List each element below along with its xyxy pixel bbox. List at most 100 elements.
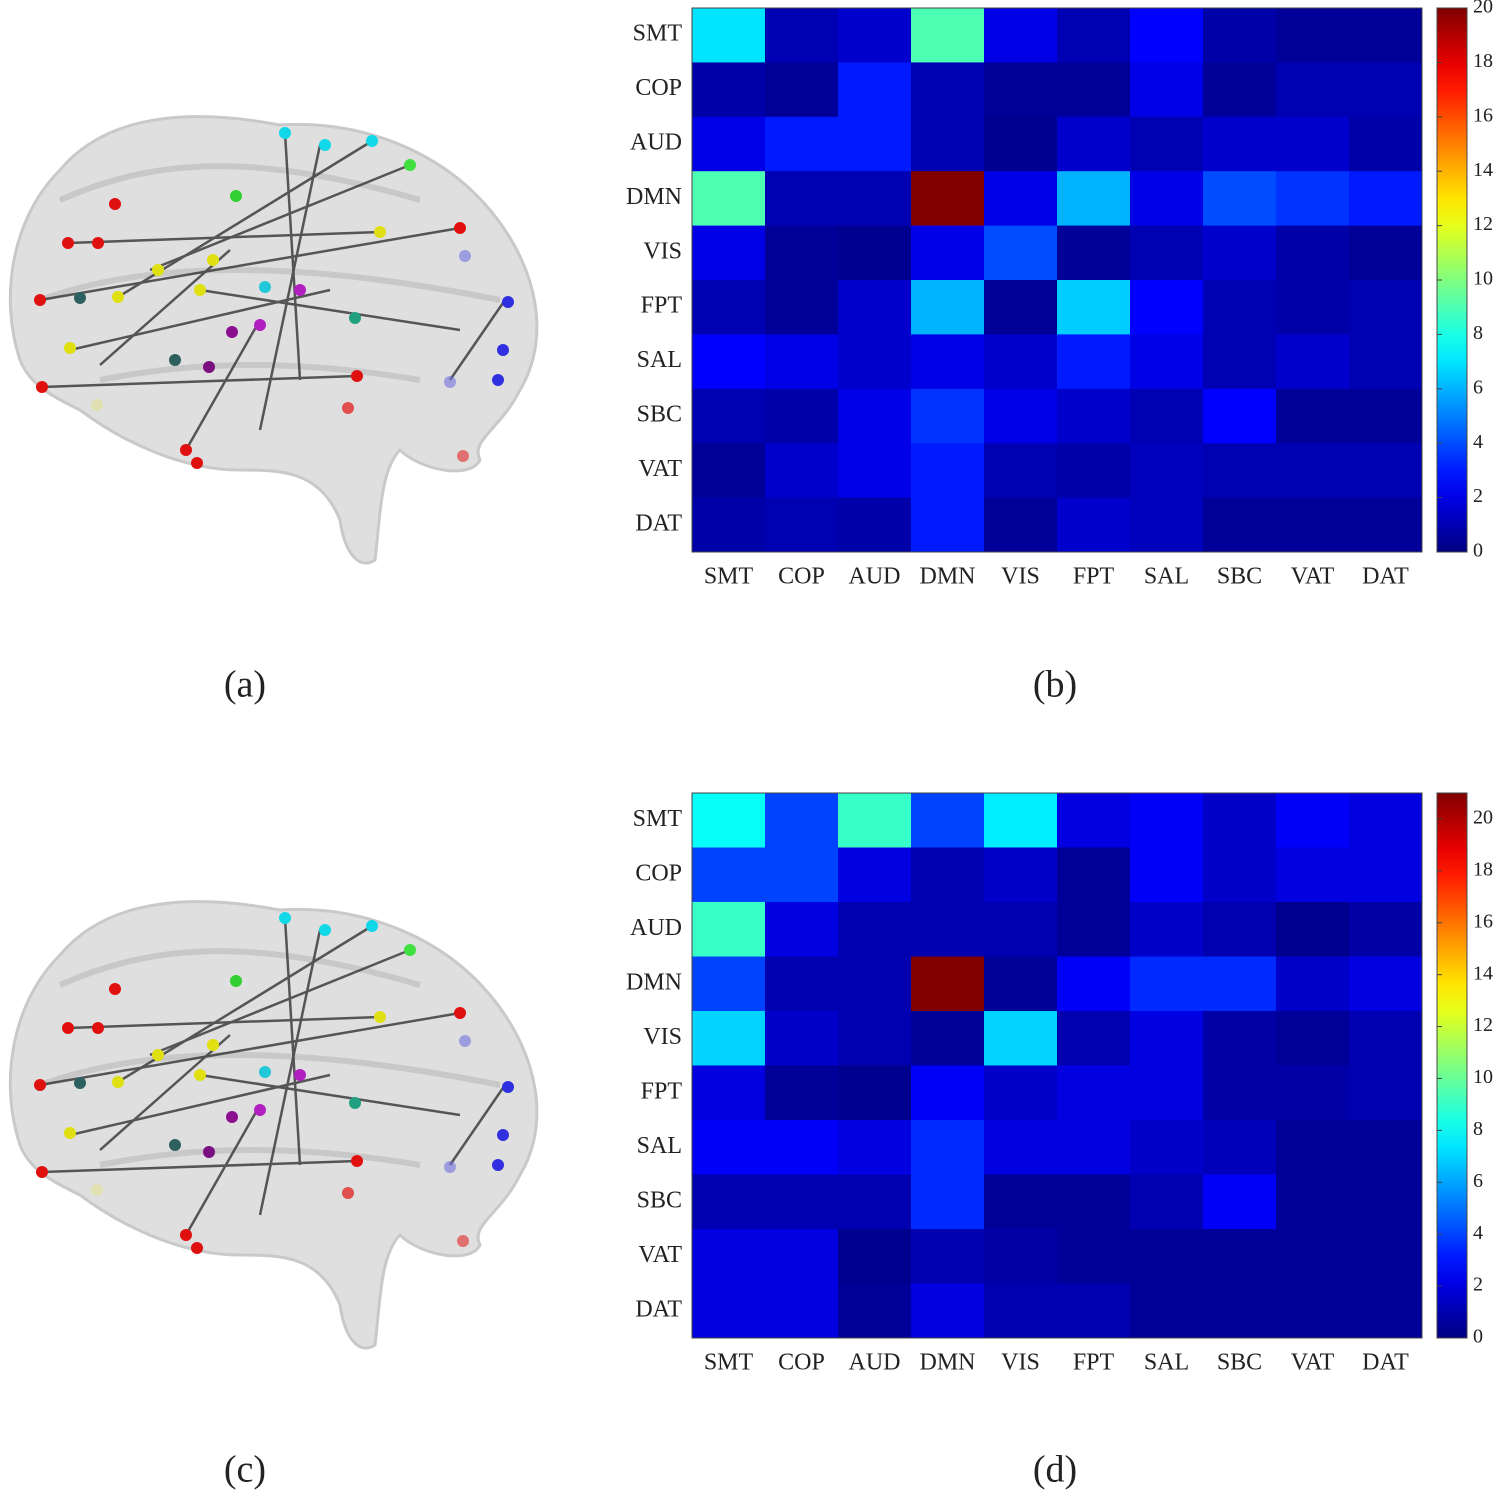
heatmap-cell [1057, 1283, 1131, 1339]
heatmap-cell [1276, 1065, 1350, 1121]
colorbar-tick-label: 20 [1473, 807, 1493, 829]
heatmap-cell [765, 902, 839, 957]
heatmap-cell [1057, 956, 1131, 1012]
heatmap-cell [1276, 1011, 1350, 1066]
x-tick-label: SAL [1144, 564, 1189, 590]
heatmap-cell [1349, 902, 1423, 957]
heatmap-cell [1349, 1283, 1423, 1339]
heatmap-cell [692, 388, 766, 444]
heatmap-cell [765, 8, 839, 63]
y-tick-label: AUD [630, 915, 682, 941]
heatmap-cell [1276, 8, 1350, 63]
heatmap-cell [1349, 171, 1423, 227]
heatmap-cell [765, 62, 839, 118]
heatmap-cell [1276, 847, 1350, 903]
heatmap-cell [1276, 388, 1350, 444]
heatmap-cell [1276, 1174, 1350, 1230]
heatmap-cell [765, 280, 839, 335]
x-tick-label: SAL [1144, 1350, 1189, 1376]
colorbar-tick-label: 6 [1473, 376, 1483, 398]
heatmap-cell [911, 956, 985, 1012]
heatmap-cell [1349, 956, 1423, 1012]
heatmap-cell [765, 793, 839, 848]
x-tick-label: AUD [849, 1350, 901, 1376]
heatmap-cell [1057, 497, 1131, 553]
heatmap-cell [1203, 956, 1277, 1012]
heatmap-cell [1276, 116, 1350, 172]
heatmap-cell [765, 1174, 839, 1230]
heatmap-cell [1057, 116, 1131, 172]
heatmap-cell [1203, 171, 1277, 227]
heatmap-cell [765, 1011, 839, 1066]
heatmap-cell [765, 334, 839, 390]
heatmap-cell [1203, 334, 1277, 390]
colorbar-tick-label: 6 [1473, 1170, 1483, 1192]
x-tick-label: DMN [919, 564, 975, 590]
heatmap-cell [1203, 1283, 1277, 1339]
heatmap-cell [692, 1065, 766, 1121]
heatmap-cell [1203, 1174, 1277, 1230]
heatmap-cell [1349, 443, 1423, 499]
heatmap-cell [984, 62, 1058, 118]
heatmap-cell [1057, 1065, 1131, 1121]
heatmap-cell [838, 793, 912, 848]
heatmap-cell [838, 388, 912, 444]
x-tick-label: COP [778, 564, 825, 590]
heatmap-cell [1057, 334, 1131, 390]
heatmap-cell [1203, 497, 1277, 553]
heatmap-cell [1130, 902, 1204, 957]
heatmap-cell [1276, 225, 1350, 281]
heatmap-cell [984, 1120, 1058, 1175]
colorbar-tick-label: 18 [1473, 858, 1493, 880]
heatmap-cell [984, 793, 1058, 848]
heatmap-cell [984, 902, 1058, 957]
heatmap-cell [984, 280, 1058, 335]
heatmap-cell [1130, 1174, 1204, 1230]
heatmap-cell [692, 334, 766, 390]
heatmap-cell [1349, 1120, 1423, 1175]
x-tick-label: VIS [1001, 564, 1040, 590]
heatmap-cell [838, 62, 912, 118]
heatmap-cell [838, 1174, 912, 1230]
heatmap-cell [1203, 225, 1277, 281]
heatmap-cell [838, 1283, 912, 1339]
heatmap-cell [1057, 793, 1131, 848]
heatmap-cell [838, 116, 912, 172]
heatmap-cell [692, 443, 766, 499]
heatmap-cell [984, 443, 1058, 499]
heatmap-cell [1057, 1174, 1131, 1230]
y-tick-label: COP [635, 75, 682, 101]
heatmap-cell [911, 902, 985, 957]
heatmap-cell [984, 956, 1058, 1012]
heatmap-cell [1203, 443, 1277, 499]
heatmap-cell [984, 334, 1058, 390]
heatmap-cell [984, 1065, 1058, 1121]
colorbar-tick-label: 2 [1473, 1274, 1483, 1296]
panel-label: (b) [1033, 664, 1077, 706]
heatmap-cell [911, 1065, 985, 1121]
heatmap-cell [692, 793, 766, 848]
heatmap-cell [838, 1229, 912, 1284]
heatmap-cell [838, 8, 912, 63]
heatmap-cell [1130, 1065, 1204, 1121]
x-tick-label: VAT [1291, 1350, 1335, 1376]
heatmap-cell [984, 388, 1058, 444]
heatmap-cell [838, 902, 912, 957]
heatmap-cell [692, 497, 766, 553]
heatmap-cell [1130, 443, 1204, 499]
heatmap-cell [1349, 1174, 1423, 1230]
panel-label: (a) [224, 664, 266, 706]
y-tick-label: DMN [626, 184, 682, 210]
heatmap-cell [1130, 334, 1204, 390]
heatmap-cell [1130, 8, 1204, 63]
heatmap-cell [1349, 62, 1423, 118]
colorbar-tick-label: 18 [1473, 50, 1493, 72]
y-tick-label: VIS [643, 1024, 682, 1050]
heatmap-cell [838, 1120, 912, 1175]
heatmap-cell [838, 497, 912, 553]
y-tick-label: VIS [643, 238, 682, 264]
heatmap-cell [692, 1174, 766, 1230]
heatmap-cell [692, 902, 766, 957]
heatmap-cell [1130, 225, 1204, 281]
heatmap-cell [1203, 8, 1277, 63]
